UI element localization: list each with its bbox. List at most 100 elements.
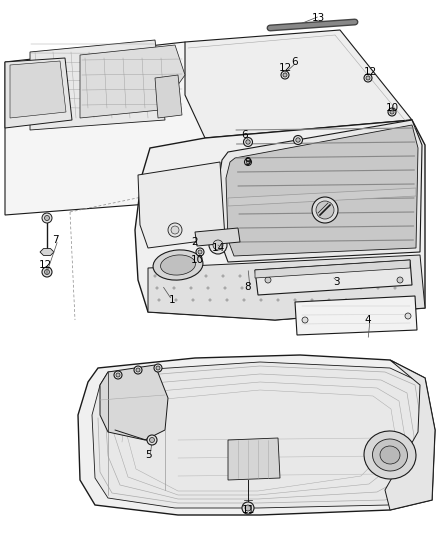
Polygon shape bbox=[92, 362, 428, 508]
Text: 1: 1 bbox=[169, 295, 175, 305]
Text: 4: 4 bbox=[365, 315, 371, 325]
Polygon shape bbox=[100, 365, 168, 440]
Polygon shape bbox=[185, 30, 412, 138]
Circle shape bbox=[45, 270, 49, 274]
Text: 10: 10 bbox=[191, 255, 204, 265]
Text: 8: 8 bbox=[245, 282, 251, 292]
Polygon shape bbox=[30, 40, 165, 130]
Circle shape bbox=[246, 160, 250, 164]
Polygon shape bbox=[40, 248, 54, 255]
Circle shape bbox=[222, 275, 224, 277]
Circle shape bbox=[196, 248, 204, 256]
Circle shape bbox=[45, 215, 49, 221]
Polygon shape bbox=[5, 58, 72, 128]
Circle shape bbox=[198, 250, 202, 254]
Polygon shape bbox=[135, 120, 425, 320]
Text: 12: 12 bbox=[39, 260, 52, 270]
Circle shape bbox=[173, 287, 175, 289]
Polygon shape bbox=[255, 260, 412, 295]
Polygon shape bbox=[255, 260, 410, 278]
Circle shape bbox=[241, 287, 243, 289]
Circle shape bbox=[156, 287, 158, 289]
Text: 5: 5 bbox=[145, 450, 151, 460]
Ellipse shape bbox=[372, 439, 407, 471]
Circle shape bbox=[328, 299, 330, 301]
Circle shape bbox=[239, 275, 241, 277]
Circle shape bbox=[273, 275, 275, 277]
Text: 13: 13 bbox=[311, 13, 325, 23]
Text: 6: 6 bbox=[242, 130, 248, 140]
Circle shape bbox=[258, 287, 260, 289]
Circle shape bbox=[394, 287, 396, 289]
Circle shape bbox=[358, 275, 360, 277]
Polygon shape bbox=[226, 125, 418, 256]
Circle shape bbox=[242, 502, 254, 514]
Circle shape bbox=[366, 76, 370, 80]
Circle shape bbox=[345, 299, 347, 301]
Polygon shape bbox=[148, 255, 425, 320]
Circle shape bbox=[42, 267, 52, 277]
Circle shape bbox=[341, 275, 343, 277]
Circle shape bbox=[147, 435, 157, 445]
Circle shape bbox=[136, 368, 140, 372]
Text: 9: 9 bbox=[245, 157, 251, 167]
Circle shape bbox=[114, 371, 122, 379]
Circle shape bbox=[277, 299, 279, 301]
Circle shape bbox=[260, 299, 262, 301]
Circle shape bbox=[364, 74, 372, 82]
Circle shape bbox=[188, 275, 190, 277]
Polygon shape bbox=[138, 162, 225, 248]
Circle shape bbox=[156, 366, 160, 370]
Circle shape bbox=[213, 240, 223, 250]
Circle shape bbox=[296, 138, 300, 142]
Text: 6: 6 bbox=[292, 57, 298, 67]
Circle shape bbox=[302, 317, 308, 323]
Circle shape bbox=[379, 299, 381, 301]
Circle shape bbox=[209, 299, 211, 301]
Polygon shape bbox=[385, 360, 435, 510]
Circle shape bbox=[405, 313, 411, 319]
Ellipse shape bbox=[153, 250, 203, 280]
Circle shape bbox=[244, 158, 251, 166]
Circle shape bbox=[205, 275, 207, 277]
Circle shape bbox=[275, 287, 277, 289]
Text: 3: 3 bbox=[333, 277, 339, 287]
Circle shape bbox=[224, 287, 226, 289]
Circle shape bbox=[294, 299, 296, 301]
Circle shape bbox=[154, 275, 156, 277]
Circle shape bbox=[244, 138, 252, 147]
Circle shape bbox=[311, 299, 313, 301]
Text: 14: 14 bbox=[212, 243, 225, 253]
Circle shape bbox=[134, 366, 142, 374]
Circle shape bbox=[281, 71, 289, 79]
Circle shape bbox=[245, 505, 251, 511]
Circle shape bbox=[158, 299, 160, 301]
Circle shape bbox=[226, 299, 228, 301]
Polygon shape bbox=[218, 120, 422, 262]
Circle shape bbox=[283, 73, 287, 77]
Circle shape bbox=[312, 197, 338, 223]
Circle shape bbox=[256, 275, 258, 277]
Circle shape bbox=[396, 299, 398, 301]
Circle shape bbox=[362, 299, 364, 301]
Circle shape bbox=[388, 108, 396, 116]
Circle shape bbox=[293, 135, 303, 144]
Ellipse shape bbox=[364, 431, 416, 479]
Polygon shape bbox=[5, 42, 210, 215]
Circle shape bbox=[209, 236, 227, 254]
Polygon shape bbox=[80, 45, 185, 118]
Circle shape bbox=[192, 299, 194, 301]
Circle shape bbox=[171, 226, 179, 234]
Circle shape bbox=[190, 287, 192, 289]
Circle shape bbox=[343, 287, 345, 289]
Polygon shape bbox=[228, 188, 416, 206]
Circle shape bbox=[171, 275, 173, 277]
Circle shape bbox=[377, 287, 379, 289]
Text: 7: 7 bbox=[52, 235, 58, 245]
Circle shape bbox=[392, 275, 394, 277]
Circle shape bbox=[42, 213, 52, 223]
Polygon shape bbox=[195, 228, 240, 246]
Polygon shape bbox=[155, 75, 182, 118]
Circle shape bbox=[116, 373, 120, 377]
Text: 2: 2 bbox=[192, 237, 198, 247]
